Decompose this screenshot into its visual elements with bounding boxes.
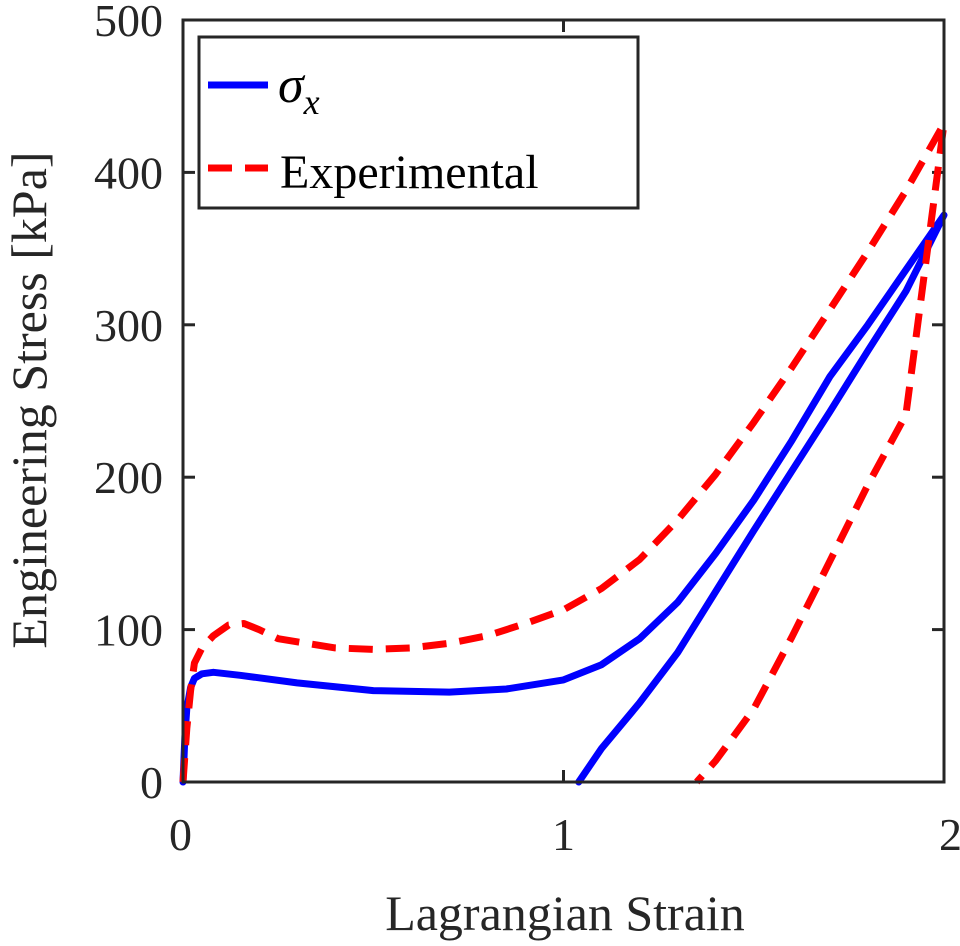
legend-label-sigma-subscript: x — [303, 82, 320, 122]
y-tick-label: 0 — [140, 757, 163, 808]
x-axis-title: Lagrangian Strain — [385, 885, 745, 941]
y-axis-title: Engineering Stress [kPa] — [1, 151, 57, 648]
legend-label-experimental: Experimental — [280, 146, 539, 199]
legend-label-sigma: σx — [278, 57, 320, 122]
y-tick-label: 300 — [94, 300, 163, 351]
y-tick-label: 200 — [94, 452, 163, 503]
plot-frame — [181, 18, 946, 784]
y-tick-label: 400 — [94, 147, 163, 198]
series-line-experimental — [179, 120, 948, 785]
legend-box — [197, 35, 640, 210]
x-tick-label: 2 — [939, 809, 960, 860]
legend: σx Experimental — [197, 35, 640, 210]
series-layer — [179, 120, 948, 786]
y-tick-label: 500 — [94, 0, 163, 46]
legend-label-sigma-name: σ — [278, 57, 306, 114]
x-tick-label: 0 — [169, 809, 192, 860]
y-tick-label: 100 — [94, 605, 163, 656]
series-line-sigma-x — [179, 211, 948, 786]
tick-labels: 0 1 2 0 100 200 300 400 500 — [94, 0, 960, 860]
x-tick-label: 1 — [552, 809, 575, 860]
